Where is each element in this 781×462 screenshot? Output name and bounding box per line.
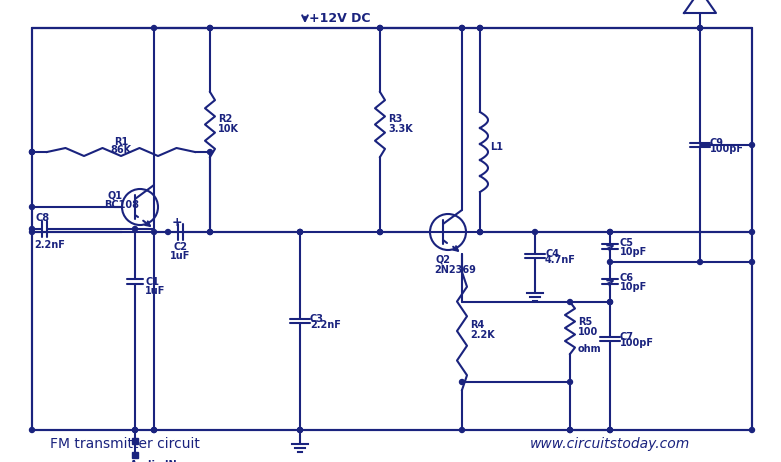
Text: 100pF: 100pF (620, 338, 654, 348)
Text: C8: C8 (36, 213, 50, 223)
Text: 1uF: 1uF (145, 286, 166, 296)
Circle shape (477, 25, 483, 30)
Text: C7: C7 (620, 332, 634, 342)
Text: C1: C1 (145, 277, 159, 287)
Circle shape (568, 379, 572, 384)
Text: C2: C2 (173, 242, 187, 252)
Text: +12V DC: +12V DC (309, 12, 370, 24)
Circle shape (298, 427, 302, 432)
Circle shape (30, 150, 34, 154)
Text: R4: R4 (470, 320, 484, 330)
Text: 2.2nF: 2.2nF (34, 240, 65, 250)
Circle shape (568, 427, 572, 432)
Text: 1uF: 1uF (169, 251, 191, 261)
Circle shape (208, 25, 212, 30)
Circle shape (608, 230, 612, 235)
Text: 4.7nF: 4.7nF (545, 255, 576, 265)
Circle shape (750, 260, 754, 265)
Text: Q2: Q2 (436, 255, 451, 265)
Text: BC108: BC108 (104, 200, 139, 210)
Circle shape (377, 230, 383, 235)
Circle shape (208, 230, 212, 235)
Text: 100: 100 (578, 327, 598, 337)
Circle shape (459, 25, 465, 30)
Circle shape (608, 299, 612, 304)
Circle shape (30, 150, 34, 154)
Circle shape (459, 427, 465, 432)
Text: www.circuitstoday.com: www.circuitstoday.com (530, 437, 690, 451)
Bar (32, 28, 752, 430)
Circle shape (477, 25, 483, 30)
Circle shape (477, 230, 483, 235)
Circle shape (298, 230, 302, 235)
Circle shape (377, 25, 383, 30)
Text: +: + (172, 215, 182, 229)
Circle shape (166, 230, 170, 235)
Circle shape (750, 230, 754, 235)
Text: C9: C9 (710, 138, 724, 148)
Circle shape (30, 427, 34, 432)
Circle shape (608, 427, 612, 432)
Text: C5: C5 (620, 238, 634, 248)
Circle shape (697, 25, 702, 30)
Circle shape (459, 25, 465, 30)
Text: 86K: 86K (110, 145, 131, 155)
Circle shape (377, 25, 383, 30)
Text: Q1: Q1 (108, 190, 123, 200)
Circle shape (208, 150, 212, 154)
Text: 10K: 10K (218, 123, 239, 134)
Text: 2N2369: 2N2369 (434, 265, 476, 275)
Circle shape (568, 299, 572, 304)
Text: R1: R1 (114, 137, 128, 147)
Circle shape (208, 25, 212, 30)
Text: 10pF: 10pF (620, 247, 647, 257)
Text: 3.3K: 3.3K (388, 123, 412, 134)
Circle shape (533, 230, 537, 235)
Circle shape (152, 25, 156, 30)
Text: 2.2nF: 2.2nF (310, 320, 341, 330)
Circle shape (152, 427, 156, 432)
Circle shape (152, 427, 156, 432)
Circle shape (133, 427, 137, 432)
Circle shape (697, 25, 702, 30)
Text: R2: R2 (218, 114, 232, 123)
Circle shape (30, 230, 34, 235)
Text: 2.2K: 2.2K (470, 330, 494, 340)
Circle shape (30, 226, 34, 231)
Text: 100pF: 100pF (710, 144, 744, 154)
Circle shape (608, 427, 612, 432)
Bar (132, 438, 138, 444)
Circle shape (608, 299, 612, 304)
Text: FM transmitter circuit: FM transmitter circuit (50, 437, 200, 451)
Circle shape (133, 226, 137, 231)
Text: C4: C4 (545, 249, 559, 259)
Bar (132, 452, 138, 458)
Text: R3: R3 (388, 114, 402, 123)
Circle shape (208, 230, 212, 235)
Circle shape (750, 427, 754, 432)
Circle shape (750, 142, 754, 147)
Circle shape (697, 260, 702, 265)
Text: C6: C6 (620, 273, 634, 283)
Circle shape (459, 379, 465, 384)
Text: Audio IN: Audio IN (130, 460, 177, 462)
Text: 10pF: 10pF (620, 282, 647, 292)
Circle shape (608, 260, 612, 265)
Text: C3: C3 (310, 314, 324, 324)
Text: R5: R5 (578, 317, 592, 327)
Circle shape (377, 230, 383, 235)
Circle shape (298, 427, 302, 432)
Text: ohm: ohm (578, 344, 601, 354)
Circle shape (152, 230, 156, 235)
Circle shape (298, 230, 302, 235)
Circle shape (608, 230, 612, 235)
Text: L1: L1 (490, 142, 503, 152)
Circle shape (568, 427, 572, 432)
Circle shape (30, 205, 34, 209)
Circle shape (298, 230, 302, 235)
Circle shape (133, 427, 137, 432)
Circle shape (477, 230, 483, 235)
